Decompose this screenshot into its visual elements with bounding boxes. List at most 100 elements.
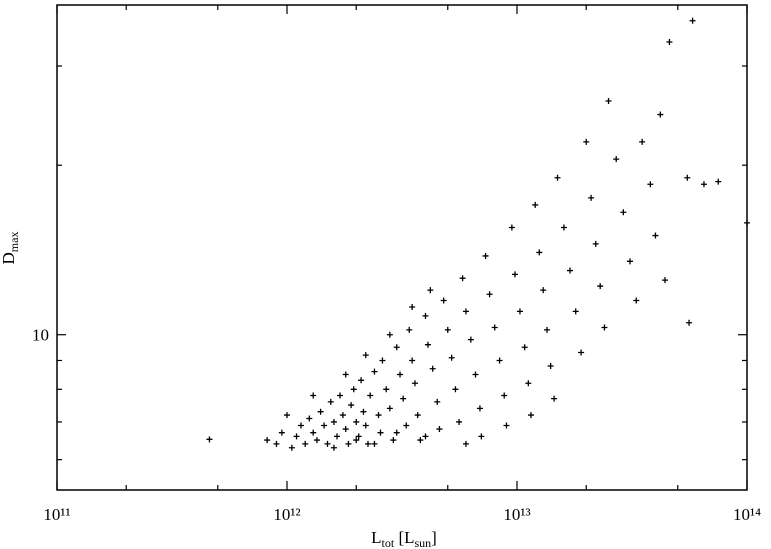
point <box>383 386 390 393</box>
point <box>700 181 707 188</box>
point <box>560 224 567 231</box>
point <box>605 98 612 105</box>
point <box>525 380 532 387</box>
point <box>639 138 646 145</box>
point <box>684 174 691 181</box>
point <box>422 312 429 319</box>
point <box>348 402 355 409</box>
point <box>536 249 543 256</box>
point <box>661 277 668 284</box>
point <box>353 418 360 425</box>
point <box>342 371 349 378</box>
point <box>491 324 498 331</box>
point <box>206 436 213 443</box>
x-tick-label: 10¹² <box>273 505 300 524</box>
point <box>403 422 410 429</box>
point <box>365 440 372 447</box>
point <box>330 418 337 425</box>
point <box>554 174 561 181</box>
point <box>444 326 451 333</box>
point <box>264 437 271 444</box>
point <box>350 386 357 393</box>
point <box>393 429 400 436</box>
point <box>467 336 474 343</box>
point <box>367 392 374 399</box>
point <box>409 304 416 310</box>
point <box>567 267 574 274</box>
point <box>371 440 378 447</box>
point <box>424 341 431 348</box>
point <box>601 324 608 331</box>
point <box>652 232 659 239</box>
point <box>306 415 313 422</box>
point <box>657 111 664 118</box>
point <box>459 275 466 282</box>
point <box>330 444 337 451</box>
point <box>417 437 424 444</box>
point <box>583 138 590 145</box>
point <box>355 433 362 440</box>
point <box>334 433 341 440</box>
point <box>362 422 369 429</box>
point <box>462 308 469 315</box>
point <box>478 433 485 440</box>
plot-frame <box>56 4 748 491</box>
point <box>456 418 463 425</box>
point <box>337 392 344 399</box>
point <box>452 386 459 393</box>
point <box>324 440 331 447</box>
point <box>521 344 528 351</box>
x-tick-label: 10¹³ <box>503 505 530 524</box>
point <box>689 17 696 24</box>
point <box>476 405 483 412</box>
point <box>310 429 317 436</box>
point <box>472 371 479 378</box>
point <box>501 392 508 399</box>
point <box>293 433 300 440</box>
point <box>686 319 693 326</box>
point <box>532 201 539 208</box>
point <box>508 224 515 231</box>
point <box>503 422 510 429</box>
point <box>613 156 620 163</box>
point <box>547 362 554 369</box>
y-axis-label: Dmax <box>0 232 21 265</box>
point <box>386 331 393 338</box>
point <box>462 440 469 447</box>
point <box>390 437 397 444</box>
point <box>744 219 750 226</box>
point <box>278 429 285 436</box>
point <box>422 433 429 440</box>
point <box>627 258 634 265</box>
point <box>284 412 290 419</box>
point <box>715 178 722 185</box>
point <box>516 308 523 315</box>
point <box>339 412 346 419</box>
point <box>358 377 365 384</box>
x-axis-label: Ltot [Lsun] <box>371 528 437 549</box>
point <box>273 440 280 447</box>
point <box>375 412 382 419</box>
point <box>313 437 320 444</box>
point <box>436 426 443 433</box>
point <box>633 297 640 304</box>
point <box>379 357 386 364</box>
point <box>310 392 317 399</box>
point <box>482 252 489 259</box>
point <box>317 408 324 415</box>
point <box>448 354 455 361</box>
x-tick-label: 10¹¹ <box>43 505 70 524</box>
point <box>551 395 558 402</box>
point <box>440 297 447 304</box>
point <box>511 271 518 278</box>
point <box>360 408 367 415</box>
point <box>400 395 407 402</box>
point <box>527 412 534 419</box>
y-tick-label: 10 <box>32 326 49 345</box>
point <box>342 426 349 433</box>
point <box>302 440 309 447</box>
point <box>411 380 418 387</box>
point <box>353 437 360 444</box>
point <box>666 38 673 45</box>
